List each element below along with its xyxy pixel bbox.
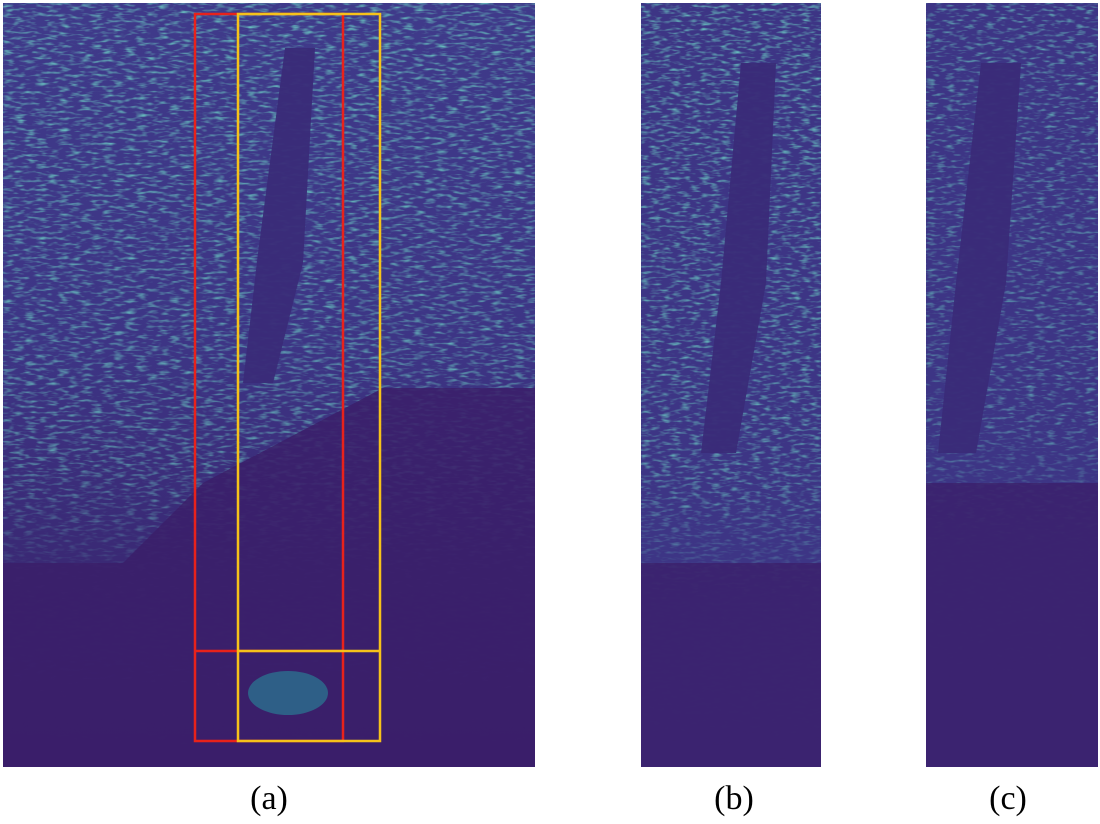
caption-a: (a) [250, 780, 288, 817]
caption-c: (c) [989, 780, 1027, 817]
panel-b-svg [641, 3, 821, 767]
panel-a-dark-region [3, 388, 535, 767]
yellow-box [236, 12, 382, 743]
panel-a-svg [3, 3, 535, 767]
panel-a-image [3, 3, 535, 767]
caption-b: (b) [714, 780, 754, 817]
panel-b-dark-region [641, 563, 821, 767]
panel-c-image [926, 3, 1098, 767]
panel-a-bright-blob [248, 671, 328, 715]
panel-c-shadow-band [938, 63, 1021, 453]
panel-b-shadow-band [701, 63, 776, 453]
panel-a-shadow-band [243, 48, 315, 383]
panel-c-dark-region [926, 483, 1098, 767]
panel-c-svg [926, 3, 1098, 767]
panel-b-image [641, 3, 821, 767]
